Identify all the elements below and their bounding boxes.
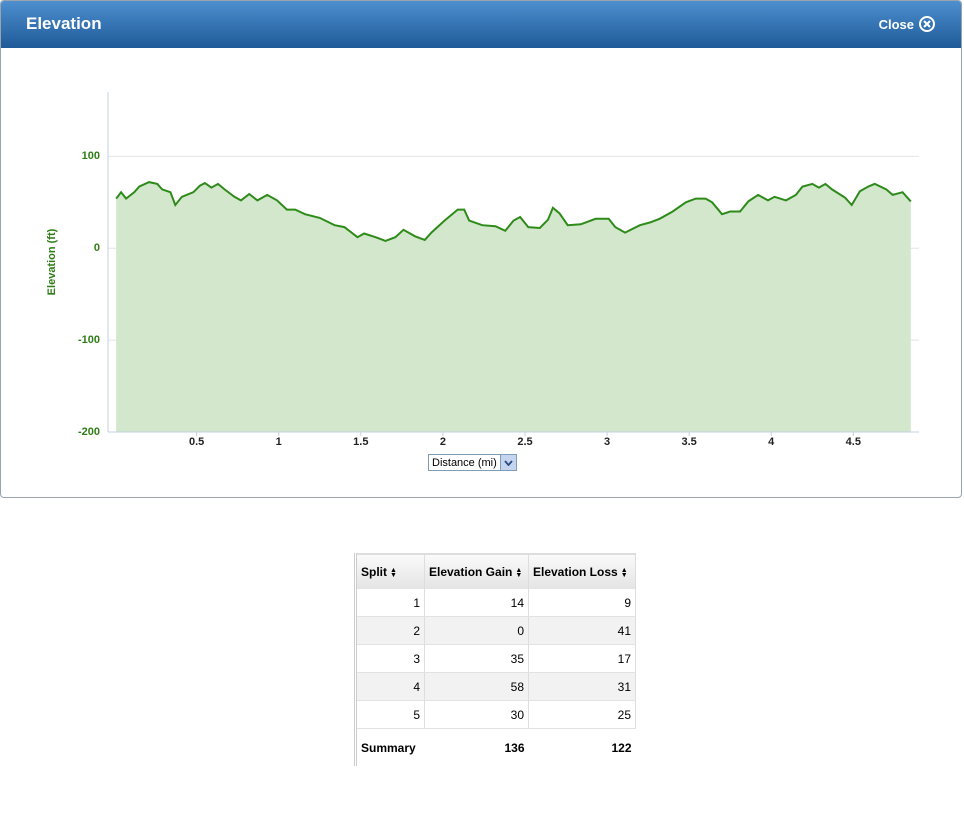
y-tick-label: 0 — [94, 242, 100, 254]
close-button[interactable]: Close — [879, 16, 935, 32]
x-axis-select[interactable]: Distance (mi) — [428, 454, 517, 471]
table-cell: 1 — [355, 589, 425, 617]
table-cell: 2 — [355, 616, 425, 645]
header-row: Split ▲ ▼ Elevation Gain ▲ ▼ Elevation Loss ▲ ▼ — [355, 553, 636, 589]
header-label: Elevation Gain — [429, 565, 513, 579]
chart: -200 -100 0 100 0.5 1 1.5 2 2.5 3 3.5 4 4.5 Elevation… — [46, 92, 919, 448]
y-tick-label: -200 — [78, 426, 100, 438]
x-tick-label: 1 — [276, 436, 282, 448]
table-row: 3 35 17 — [355, 644, 636, 673]
sort-icon: ▲ ▼ — [620, 566, 628, 579]
table-cell: 9 — [528, 589, 636, 617]
header-label: Split — [361, 565, 387, 579]
table-cell: 58 — [424, 672, 529, 701]
y-tick-label: -100 — [78, 334, 100, 346]
dialog-title: Elevation — [26, 14, 102, 33]
x-tick-label: 4 — [768, 436, 775, 448]
x-tick-label: 1.5 — [353, 436, 368, 448]
summary-cell: Summary — [361, 740, 416, 755]
table-row: 5 30 25 — [355, 700, 636, 729]
table-cell: 3 — [355, 644, 425, 673]
area-fill — [116, 182, 911, 432]
table-cell: 30 — [424, 700, 529, 729]
dialog-header: Elevation Close — [1, 1, 961, 48]
table-row: 2 0 41 — [355, 616, 636, 645]
select-arrow — [499, 455, 516, 470]
select-label: Distance (mi) — [432, 456, 497, 469]
table-cell: 35 — [424, 644, 529, 673]
x-tick-label: 4.5 — [846, 436, 861, 448]
table-cell: 25 — [528, 700, 636, 729]
x-tick-label: 3.5 — [682, 436, 697, 448]
column-header[interactable]: Elevation Gain ▲ ▼ — [424, 553, 529, 589]
summary-row: Summary 136 122 — [356, 729, 636, 767]
table-row: 1 14 9 — [355, 589, 636, 617]
table-cell: 17 — [528, 644, 636, 673]
y-axis-label: Elevation (ft) — [46, 228, 58, 295]
x-tick-label: 2 — [440, 436, 446, 448]
table-cell: 14 — [424, 589, 529, 617]
summary-cell: 122 — [611, 740, 632, 755]
table-cell: 0 — [424, 616, 529, 645]
sort-icon: ▲ ▼ — [515, 566, 523, 579]
close-label: Close — [878, 16, 914, 32]
sort-icon: ▲ ▼ — [390, 566, 397, 579]
table-row: 4 58 31 — [355, 672, 636, 701]
y-tick-label: 100 — [82, 150, 100, 162]
column-header[interactable]: Split ▲ ▼ — [355, 553, 425, 589]
header-label: Elevation Loss — [533, 565, 618, 579]
table-cell: 4 — [355, 672, 425, 701]
x-tick-label: 3 — [604, 436, 610, 448]
table-cell: 41 — [528, 616, 636, 645]
close-icon — [919, 16, 935, 32]
summary-cell: 136 — [504, 740, 525, 755]
table-cell: 31 — [528, 672, 636, 701]
column-header[interactable]: Elevation Loss ▲ ▼ — [528, 553, 636, 589]
split-table: Split ▲ ▼ Elevation Gain ▲ ▼ Elevation Loss ▲ ▼ 1… — [354, 553, 636, 766]
elevation-line — [115, 181, 912, 242]
table-cell: 5 — [355, 700, 425, 729]
x-tick-label: 0.5 — [189, 436, 204, 448]
x-tick-label: 2.5 — [517, 436, 532, 448]
